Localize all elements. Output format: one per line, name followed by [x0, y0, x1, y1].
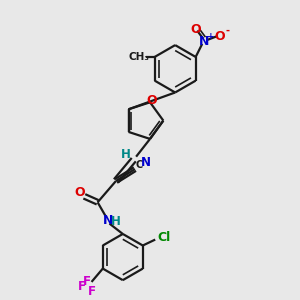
Text: N: N	[103, 214, 113, 226]
Text: +: +	[207, 32, 215, 41]
Text: H: H	[121, 148, 130, 161]
Text: O: O	[214, 30, 225, 43]
Text: Cl: Cl	[157, 231, 170, 244]
Text: O: O	[146, 94, 157, 107]
Text: O: O	[190, 22, 201, 36]
Text: F: F	[82, 274, 91, 287]
Text: F: F	[77, 280, 86, 293]
Text: H: H	[111, 215, 121, 228]
Text: CH₃: CH₃	[129, 52, 150, 62]
Text: F: F	[88, 285, 95, 298]
Text: N: N	[200, 35, 210, 48]
Text: C: C	[135, 160, 142, 170]
Text: O: O	[74, 186, 85, 199]
Text: -: -	[225, 26, 230, 36]
Text: N: N	[141, 156, 151, 169]
